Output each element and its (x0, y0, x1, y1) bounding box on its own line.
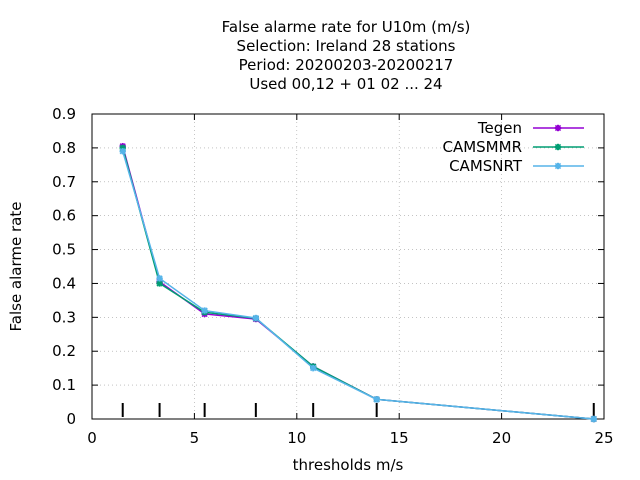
marker-d2 (156, 275, 163, 282)
y-tick-label: 0.2 (52, 342, 76, 360)
data-point (201, 307, 208, 314)
marker-d2 (554, 143, 562, 151)
marker-d2 (156, 280, 163, 287)
marker-d2 (119, 148, 126, 155)
x-tick-label: 0 (87, 429, 97, 447)
series-camsnrt (119, 148, 597, 423)
series-line (121, 147, 594, 420)
marker-d2 (554, 162, 562, 170)
x-axis-label: thresholds m/s (293, 456, 404, 474)
data-point (156, 275, 163, 282)
y-tick-label: 0 (66, 410, 76, 428)
series-tegen (119, 142, 597, 423)
data-point (554, 124, 562, 132)
marker-d2 (310, 365, 317, 372)
x-tick-label: 5 (190, 429, 200, 447)
data-point (156, 280, 163, 287)
x-tick-label: 25 (594, 429, 613, 447)
y-tick-label: 0.7 (52, 173, 76, 191)
x-axis-ticks: 0 5 10 15 20 25 (87, 114, 614, 447)
title-line: Used 00,12 + 01 02 ... 24 (249, 75, 442, 93)
title-line: False alarme rate for U10m (m/s) (222, 18, 471, 36)
y-tick-label: 0.4 (52, 274, 76, 292)
data-point (119, 148, 126, 155)
title-line: Selection: Ireland 28 stations (237, 37, 456, 55)
y-tick-label: 0.3 (52, 308, 76, 326)
series-group (119, 142, 597, 423)
legend-item: CAMSMMR (442, 138, 584, 156)
grid (92, 114, 604, 419)
y-tick-label: 0.9 (52, 105, 76, 123)
marker-d2 (590, 415, 597, 423)
legend-item: Tegen (477, 119, 584, 137)
x-tick-label: 15 (390, 429, 409, 447)
marker-d2 (252, 314, 259, 322)
marker-d2 (373, 396, 380, 403)
series-line (121, 145, 594, 420)
y-axis-ticks: 0 0.1 0.2 0.3 0.4 0.5 0.6 0.7 0.8 0.9 (52, 105, 604, 428)
chart-title: False alarme rate for U10m (m/s)Selectio… (222, 18, 471, 93)
legend-label: CAMSNRT (449, 157, 523, 175)
marker-d2 (554, 124, 562, 132)
data-point (554, 162, 562, 170)
data-point (590, 415, 597, 423)
marker-d2 (201, 307, 208, 314)
series-line (121, 151, 594, 420)
legend-item: CAMSNRT (449, 157, 584, 175)
x-tick-label: 20 (492, 429, 511, 447)
title-line: Period: 20200203-20200217 (239, 56, 454, 74)
legend-label: Tegen (477, 119, 522, 137)
y-tick-label: 0.1 (52, 376, 76, 394)
data-point (554, 143, 562, 151)
y-tick-label: 0.8 (52, 139, 76, 157)
y-tick-label: 0.5 (52, 241, 76, 259)
threshold-marks (121, 403, 595, 417)
plot-frame (91, 113, 605, 420)
x-tick-label: 10 (287, 429, 306, 447)
y-tick-label: 0.6 (52, 207, 76, 225)
data-point (373, 396, 380, 403)
series-camsmmr (119, 144, 597, 423)
legend-label: CAMSMMR (442, 138, 522, 156)
data-point (309, 364, 317, 372)
data-point (252, 314, 260, 322)
y-axis-label: False alarme rate (7, 202, 25, 332)
